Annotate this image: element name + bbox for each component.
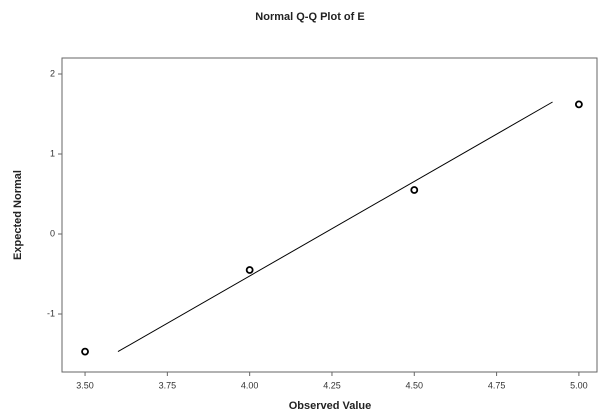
plot-frame — [62, 58, 597, 372]
x-tick-label: 4.75 — [488, 380, 506, 390]
x-tick-label: 4.00 — [241, 380, 259, 390]
x-tick-label: 4.25 — [323, 380, 341, 390]
data-point — [82, 349, 88, 355]
data-point — [576, 101, 582, 107]
x-axis-title: Observed Value — [289, 400, 372, 412]
chart: Normal Q-Q Plot of E Observed Value Expe… — [0, 0, 598, 414]
chart-title: Normal Q-Q Plot of E — [255, 11, 364, 23]
data-point — [411, 187, 417, 193]
reference-line — [118, 102, 553, 352]
page: {"chart_data": { "type": "scatter", "tit… — [0, 0, 598, 414]
x-tick-label: 3.75 — [159, 380, 177, 390]
x-tick-label: 3.50 — [76, 380, 94, 390]
x-tick-label: 4.50 — [406, 380, 424, 390]
y-axis-title: Expected Normal — [12, 170, 24, 260]
y-tick-label: 2 — [50, 68, 55, 78]
y-tick-label: 1 — [50, 148, 55, 158]
data-point — [247, 267, 253, 273]
y-tick-label: 0 — [50, 228, 55, 238]
y-tick-label: -1 — [47, 308, 55, 318]
x-tick-label: 5.00 — [570, 380, 588, 390]
